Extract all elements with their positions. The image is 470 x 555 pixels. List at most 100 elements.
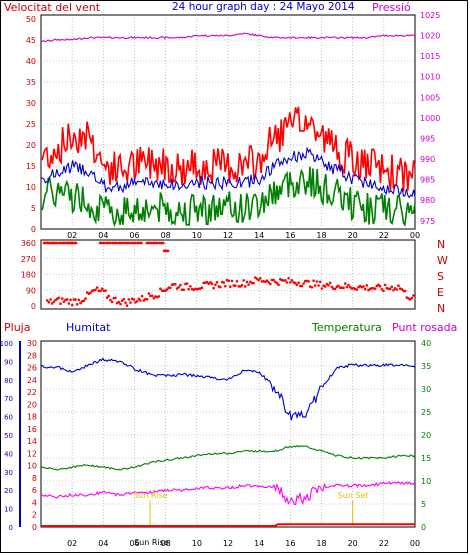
direction-point: [114, 296, 117, 300]
direction-point: [235, 280, 239, 283]
graph-title: 24 hour graph day : 24 Mayo 2014: [172, 1, 355, 13]
direction-tick-label: 0: [31, 302, 36, 311]
rain-tick-label: 22: [27, 388, 37, 397]
direction-point: [222, 281, 225, 284]
dew-point-line: [40, 481, 416, 506]
wind-gust-line: [40, 106, 416, 192]
rain-label: Pluja: [4, 321, 30, 334]
humidity-tick-label: 100: [0, 340, 13, 348]
direction-point: [412, 294, 415, 297]
direction-point: [400, 288, 404, 291]
time-tick-label: 02: [67, 231, 77, 240]
direction-point: [410, 296, 414, 300]
direction-point: [337, 284, 340, 288]
dew-point-label: Punt rosada: [392, 321, 457, 334]
direction-point: [62, 300, 66, 304]
time-tick-label: 04: [98, 539, 108, 548]
direction-point: [120, 299, 124, 303]
direction-point: [129, 301, 132, 304]
direction-point: [380, 288, 384, 291]
direction-point: [252, 281, 255, 285]
direction-point: [287, 277, 290, 280]
time-tick-label: 08: [161, 231, 171, 240]
direction-point: [145, 298, 149, 301]
direction-point: [50, 302, 54, 305]
direction-point: [70, 303, 74, 307]
time-tick-label: 10: [192, 231, 202, 240]
direction-point: [265, 279, 269, 283]
direction-point: [302, 282, 305, 285]
direction-point: [383, 283, 387, 287]
wind-direction-grid: [41, 240, 415, 309]
wind-tick-label: 0: [31, 225, 36, 234]
pressure-tick-label: 995: [420, 134, 435, 143]
direction-point: [139, 299, 142, 302]
wind-direction-axis: 0 90 180 270 360: [21, 239, 36, 311]
direction-point: [74, 298, 77, 301]
direction-point: [205, 280, 209, 284]
rain-tick-label: 20: [27, 400, 37, 409]
pressure-tick-label: 980: [420, 196, 435, 205]
direction-point: [215, 281, 219, 284]
rain-tick-label: 28: [27, 351, 37, 360]
sunrise-label: Sun Rise: [133, 491, 168, 500]
direction-point: [395, 288, 399, 291]
time-tick-label: 12: [223, 231, 233, 240]
direction-point: [285, 281, 289, 284]
direction-point: [277, 283, 280, 287]
pressure-tick-label: 1025: [420, 11, 440, 20]
direction-point: [110, 300, 114, 304]
rain-tick-label: 26: [27, 364, 37, 373]
direction-point: [187, 287, 190, 291]
direction-point: [245, 280, 249, 284]
direction-point: [297, 281, 300, 285]
temperature-axis: 0 5 10 15 20 25 30 35 40: [421, 339, 431, 532]
time-tick-label: 16: [285, 539, 295, 548]
direction-point: [149, 241, 153, 245]
direction-point: [55, 241, 59, 245]
direction-point: [390, 285, 394, 289]
direction-point: [57, 296, 61, 300]
direction-point: [267, 281, 270, 284]
compass-letter-w: W: [437, 254, 448, 267]
direction-point: [124, 301, 127, 305]
direction-point: [212, 286, 215, 290]
direction-point: [300, 284, 304, 288]
direction-point: [342, 286, 345, 290]
direction-point: [75, 303, 79, 306]
wind-tick-label: 40: [26, 57, 36, 66]
rain-tick-label: 14: [27, 437, 37, 446]
direction-point: [65, 298, 69, 301]
direction-point: [320, 287, 324, 290]
rain-tick-label: 16: [27, 425, 37, 434]
time-tick-label: 06: [129, 231, 139, 240]
direction-tick-label: 360: [21, 239, 36, 248]
direction-point: [140, 294, 144, 298]
time-tick-label: 00: [410, 539, 420, 548]
temperature-tick-label: 15: [421, 454, 431, 463]
rain-tick-label: 10: [27, 462, 37, 471]
pressure-label: Pressió: [372, 1, 411, 14]
direction-point: [79, 301, 82, 305]
direction-point: [108, 241, 112, 245]
direction-point: [182, 288, 185, 292]
direction-point: [105, 296, 109, 299]
direction-point: [185, 282, 189, 285]
direction-point: [240, 283, 244, 287]
temperature-tick-label: 25: [421, 408, 431, 417]
direction-point: [294, 281, 297, 285]
direction-point: [179, 283, 182, 287]
wind-direction-points: [42, 241, 415, 307]
pressure-tick-label: 1000: [420, 114, 440, 123]
direction-point: [166, 249, 170, 253]
rain-tick-label: 0: [32, 523, 37, 532]
direction-point: [312, 279, 315, 283]
direction-point: [310, 286, 314, 289]
time-tick-label: 20: [348, 231, 358, 240]
direction-point: [200, 286, 204, 290]
humidity-axis: 0 10 20 30 40 50 60 70 80 90 100: [0, 340, 21, 532]
